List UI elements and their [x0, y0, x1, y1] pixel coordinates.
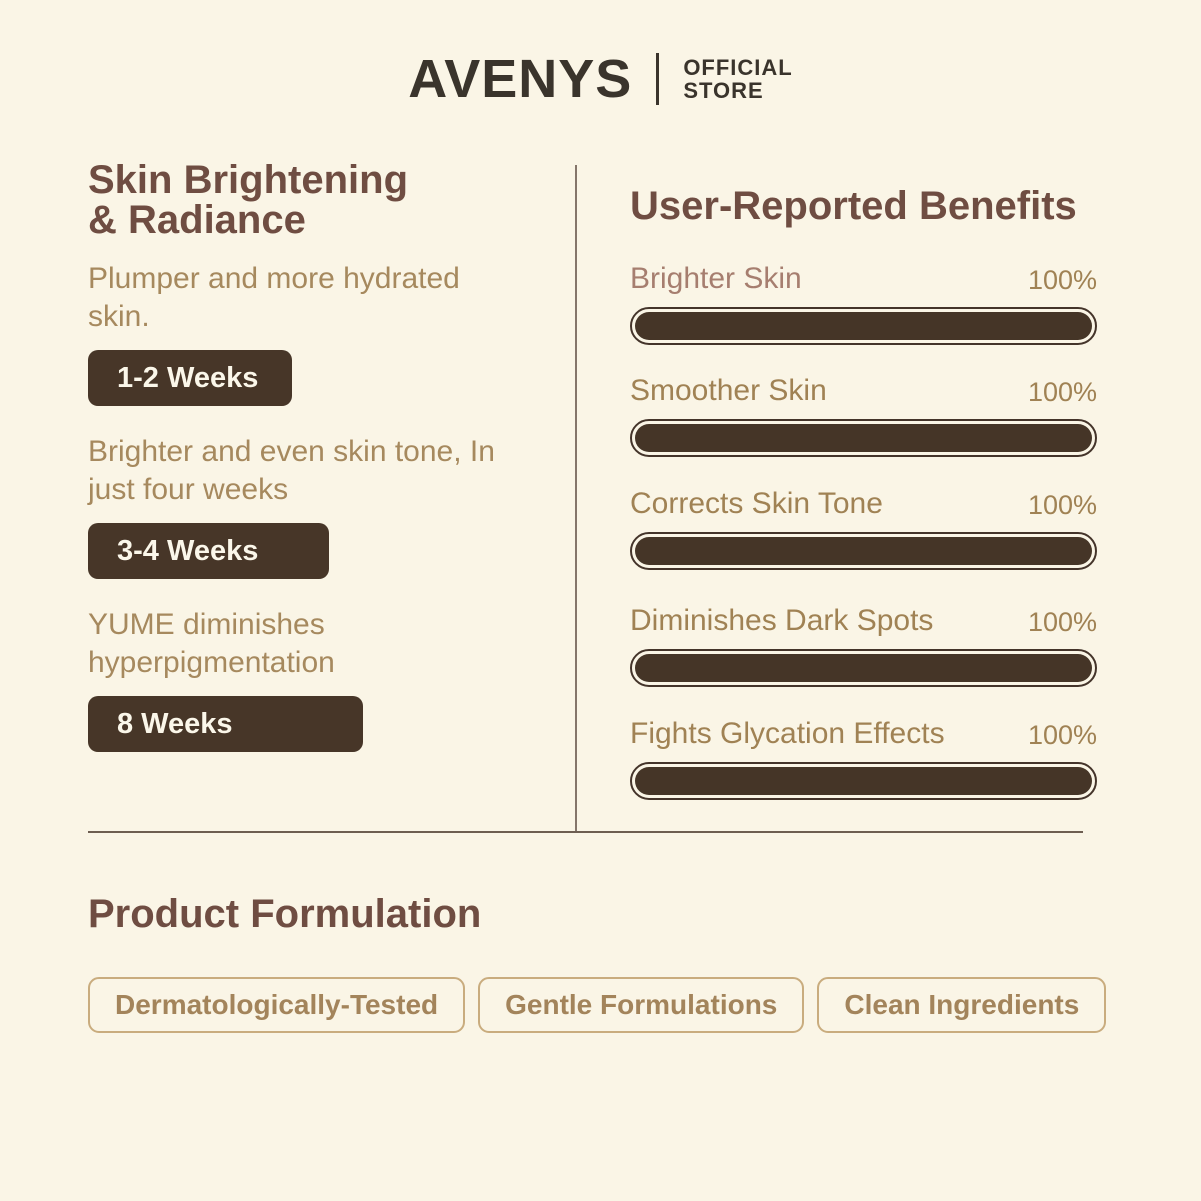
section-divider	[88, 831, 1083, 833]
progress-bar	[630, 419, 1097, 457]
progress-bar-fill	[635, 312, 1092, 340]
timeline-item: Brighter and even skin tone, In just fou…	[88, 433, 553, 579]
formulation-tag: Dermatologically-Tested	[88, 977, 466, 1033]
store-logo: AVENYS OFFICIAL STORE	[0, 52, 1201, 106]
progress-bar	[630, 649, 1097, 687]
formulation-tag: Gentle Formulations	[478, 977, 805, 1033]
benefit-percent: 100%	[1027, 377, 1097, 407]
benefit-row: Corrects Skin Tone 100%	[630, 484, 1097, 570]
timeline-item-text: YUME diminishes hyperpigmentation	[88, 608, 335, 679]
progress-bar	[630, 532, 1097, 570]
benefit-label: Corrects Skin Tone	[630, 487, 883, 520]
progress-bar-fill	[635, 767, 1092, 795]
timeline-item: Plumper and more hydrated skin. 1-2 Week…	[88, 260, 553, 406]
brand-suffix-line2: STORE	[683, 78, 764, 103]
benefit-row: Diminishes Dark Spots 100%	[630, 601, 1097, 687]
right-section-title: User-Reported Benefits	[630, 184, 1077, 228]
week-badge: 8 Weeks	[88, 696, 363, 752]
benefit-percent: 100%	[1027, 490, 1097, 520]
benefit-label: Diminishes Dark Spots	[630, 604, 934, 637]
formulation-tags: Dermatologically-Tested Gentle Formulati…	[88, 977, 1107, 1033]
progress-bar-fill	[635, 424, 1092, 452]
benefit-label: Smoother Skin	[630, 374, 827, 407]
brand-suffix: OFFICIAL STORE	[683, 56, 792, 102]
progress-bar-fill	[635, 654, 1092, 682]
progress-bar	[630, 307, 1097, 345]
benefit-percent: 100%	[1027, 265, 1097, 295]
benefit-percent: 100%	[1027, 720, 1097, 750]
benefit-label: Brighter Skin	[630, 262, 802, 295]
formulation-title: Product Formulation	[88, 892, 482, 936]
benefit-row: Fights Glycation Effects 100%	[630, 714, 1097, 800]
logo-divider	[656, 53, 660, 105]
timeline-item-text: Plumper and more hydrated skin.	[88, 262, 460, 333]
benefit-percent: 100%	[1027, 607, 1097, 637]
left-section-title: Skin Brightening & Radiance	[88, 158, 408, 242]
week-badge: 3-4 Weeks	[88, 523, 329, 579]
progress-bar	[630, 762, 1097, 800]
timeline-item-text: Brighter and even skin tone, In just fou…	[88, 435, 495, 506]
brand-name: AVENYS	[408, 49, 633, 109]
timeline-item: YUME diminishes hyperpigmentation 8 Week…	[88, 606, 553, 752]
column-divider	[575, 165, 577, 832]
benefit-row: Smoother Skin 100%	[630, 371, 1097, 457]
formulation-tag: Clean Ingredients	[817, 977, 1107, 1033]
brand-suffix-line1: OFFICIAL	[683, 55, 793, 80]
benefit-label: Fights Glycation Effects	[630, 717, 945, 750]
benefit-row: Brighter Skin 100%	[630, 259, 1097, 345]
progress-bar-fill	[635, 537, 1092, 565]
week-badge: 1-2 Weeks	[88, 350, 292, 406]
